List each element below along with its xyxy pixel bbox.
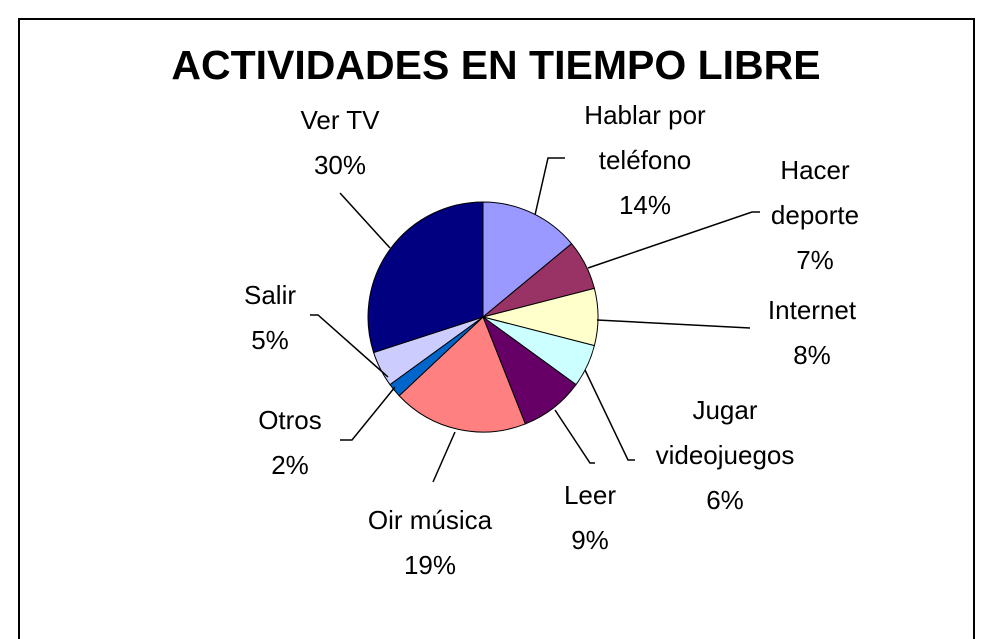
leader-line <box>584 369 635 461</box>
leader-line <box>596 319 751 329</box>
slice-value: 9% <box>571 525 609 555</box>
leader-line <box>310 314 389 378</box>
slice-value: 14% <box>618 190 672 220</box>
slice-name: Hablar por teléfono <box>584 100 706 175</box>
leader-line <box>339 192 391 249</box>
slice-name: Internet <box>767 295 857 325</box>
slice-name: Salir <box>243 280 296 310</box>
slice-name: Hacer deporte <box>770 155 860 230</box>
slice-value: 6% <box>706 485 744 515</box>
slice-value: 5% <box>251 325 289 355</box>
leader-line <box>587 211 760 269</box>
pie-slice <box>367 201 484 354</box>
leader-line <box>340 386 396 441</box>
slice-name: Jugar videojuegos <box>655 395 795 470</box>
slice-name: Ver TV <box>300 105 380 135</box>
slice-name: Oir música <box>367 505 493 535</box>
slice-value: 2% <box>271 450 309 480</box>
slice-name: Leer <box>563 480 617 510</box>
pie-slice <box>398 316 526 433</box>
slice-label: Hacer deporte 7% <box>745 148 885 283</box>
leader-line <box>432 431 456 483</box>
slice-value: 30% <box>313 150 367 180</box>
slice-value: 19% <box>403 550 457 580</box>
slice-label: Jugar videojuegos 6% <box>640 388 810 523</box>
slice-value: 8% <box>793 340 831 370</box>
leader-line <box>554 409 595 464</box>
leader-line <box>534 157 565 216</box>
slice-label: Hablar por teléfono 14% <box>565 93 725 228</box>
slice-label: Internet 8% <box>742 288 882 378</box>
slice-label: Oir música 19% <box>340 498 520 588</box>
pie-slice <box>482 201 573 319</box>
slice-label: Salir 5% <box>220 273 320 363</box>
slice-label: Leer 9% <box>540 473 640 563</box>
slice-label: Ver TV 30% <box>285 98 395 188</box>
chart-title: ACTIVIDADES EN TIEMPO LIBRE <box>171 42 821 88</box>
slice-value: 7% <box>796 245 834 275</box>
slice-label: Otros 2% <box>240 398 340 488</box>
slice-name: Otros <box>258 405 322 435</box>
